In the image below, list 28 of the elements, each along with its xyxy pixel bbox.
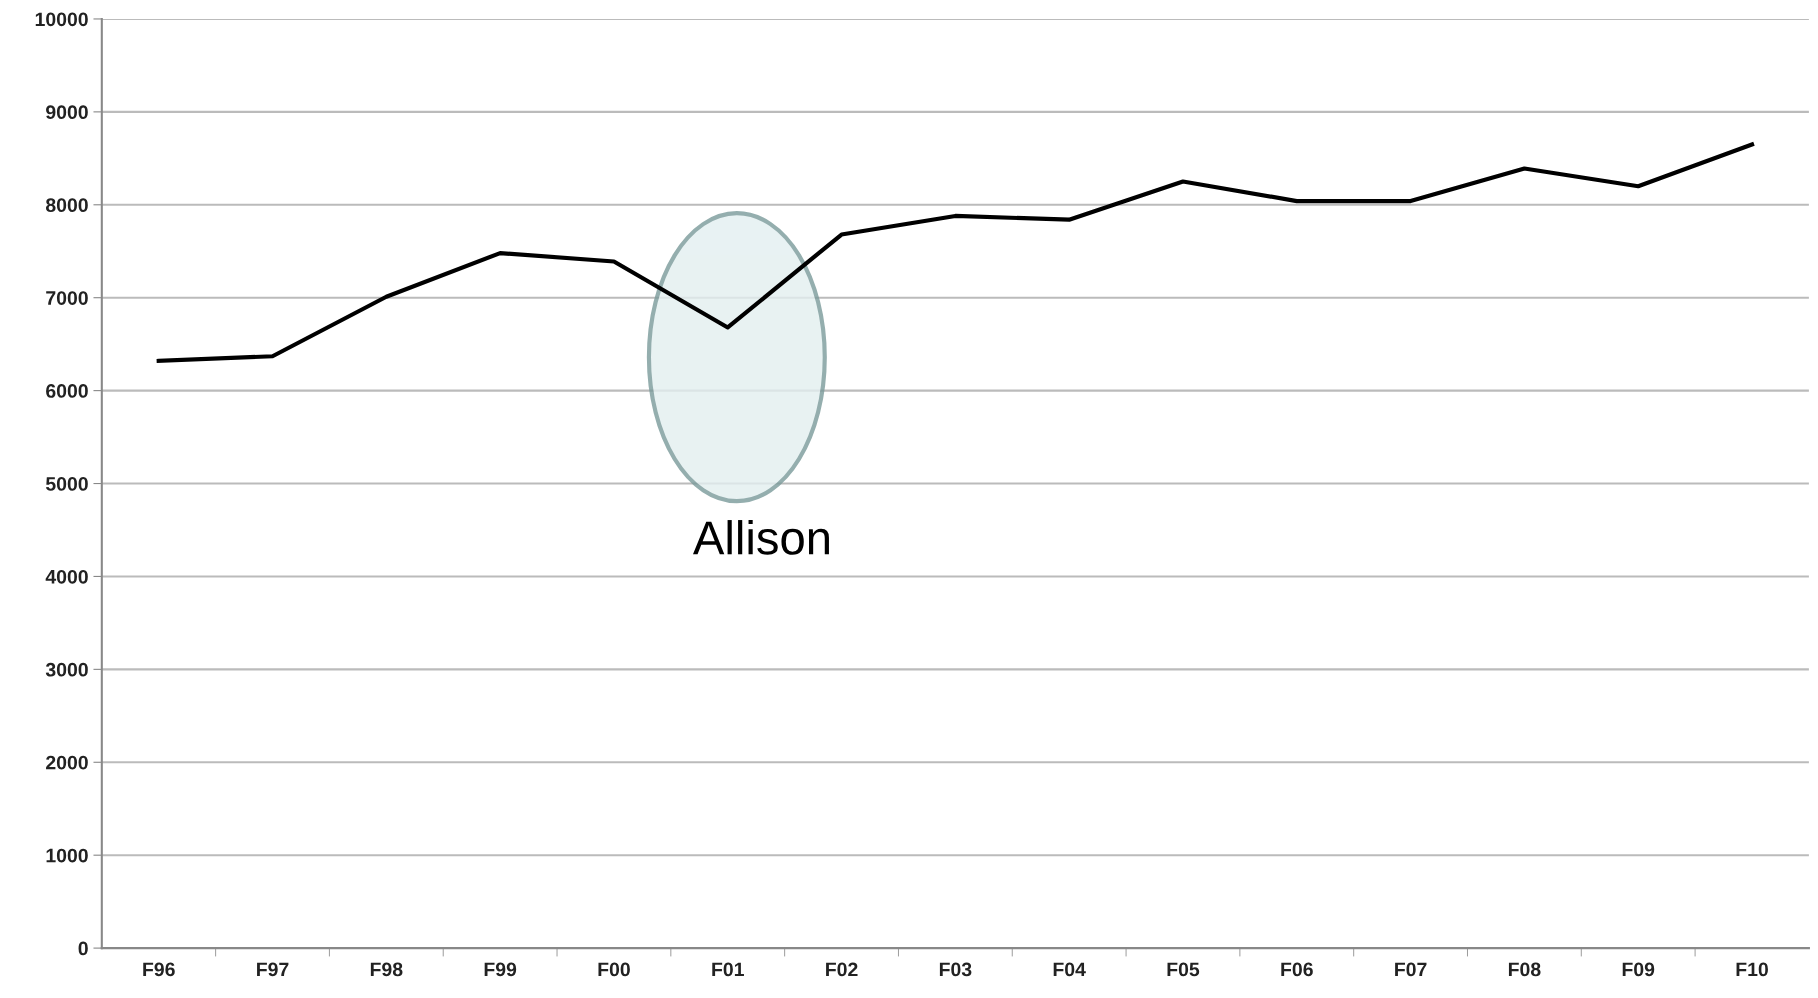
y-tick-label: 2000 [46, 755, 88, 770]
x-tick-label: F08 [1508, 962, 1541, 977]
x-tick-label: F01 [712, 962, 744, 977]
x-tick-label: F10 [1736, 962, 1768, 977]
y-tick-label: 10000 [35, 12, 88, 27]
x-tick-label: F98 [370, 962, 403, 977]
x-tick-label: F03 [939, 962, 972, 977]
x-tick-label: F05 [1167, 962, 1200, 977]
x-tick-label: F07 [1395, 962, 1427, 977]
y-tick-label: 6000 [46, 384, 88, 398]
x-tick-label: F04 [1053, 962, 1086, 977]
y-tick-label: 8000 [45, 198, 88, 213]
y-tick-label: 9000 [46, 105, 88, 120]
y-tick-label: 3000 [45, 662, 88, 677]
x-tick-label: F06 [1281, 962, 1313, 977]
y-tick-label: 7000 [46, 291, 88, 305]
x-tick-label: F02 [826, 962, 858, 977]
annotation: Allison [693, 520, 829, 555]
y-tick-label: 1000 [46, 848, 88, 863]
y-tick-label: 0 [78, 941, 88, 956]
x-tick-label: F99 [484, 962, 517, 977]
x-tick-label: F09 [1622, 962, 1655, 977]
y-tick-label: 4000 [45, 569, 88, 584]
x-tick-label: F00 [598, 962, 630, 977]
y-tick-label: 5000 [45, 477, 88, 491]
line-series [156, 142, 1755, 363]
x-tick-label: F97 [257, 962, 289, 977]
x-tick-label: F96 [143, 962, 175, 977]
